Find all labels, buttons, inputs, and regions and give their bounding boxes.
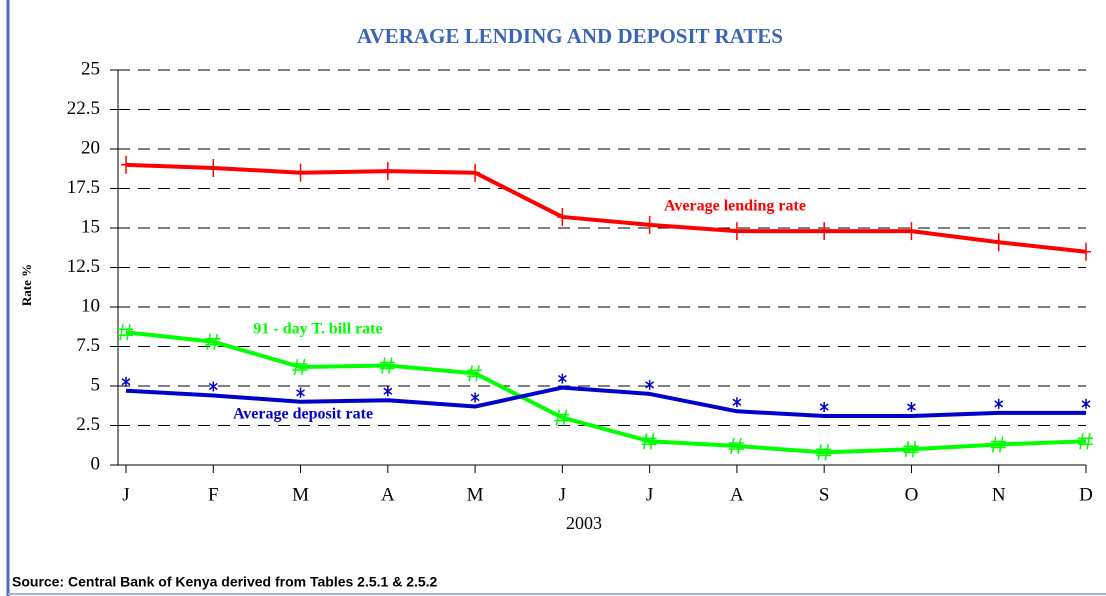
x-tick-label: M xyxy=(292,484,309,505)
point-marker xyxy=(121,376,131,387)
y-tick-label: 2.5 xyxy=(76,414,100,435)
point-marker xyxy=(645,379,655,390)
point-marker xyxy=(382,162,393,181)
x-tick-label: S xyxy=(819,484,830,505)
x-tick-label: O xyxy=(905,484,919,505)
point-marker xyxy=(379,357,395,374)
y-tick-label: 5 xyxy=(91,374,101,395)
y-tick-label: 25 xyxy=(81,58,100,79)
y-tick-label: 12.5 xyxy=(67,256,100,277)
x-tick-label: N xyxy=(992,484,1006,505)
y-tick-label: 0 xyxy=(91,453,101,474)
x-tick-label: J xyxy=(559,484,566,505)
point-marker xyxy=(644,215,655,234)
point-marker xyxy=(728,437,744,455)
y-tick-label: 17.5 xyxy=(67,177,100,198)
x-tick-label: J xyxy=(646,484,653,505)
x-tick-label: A xyxy=(730,484,744,505)
point-marker xyxy=(557,207,568,226)
point-marker xyxy=(993,233,1004,252)
point-marker xyxy=(641,433,657,450)
x-tick-label: A xyxy=(381,484,395,505)
x-tick-label: J xyxy=(122,484,129,505)
y-tick-label: 10 xyxy=(81,295,100,316)
point-marker xyxy=(819,402,829,413)
point-marker xyxy=(118,324,133,341)
point-marker xyxy=(296,387,305,398)
point-marker xyxy=(470,392,480,403)
point-marker xyxy=(732,397,742,408)
y-tick-label: 20 xyxy=(81,137,100,158)
point-marker xyxy=(1081,242,1091,261)
point-marker xyxy=(208,158,219,177)
point-marker xyxy=(208,381,218,392)
series-line xyxy=(125,385,1086,419)
point-marker xyxy=(557,373,567,384)
source-note: Source: Central Bank of Kenya derived fr… xyxy=(12,574,438,590)
x-axis-label: 2003 xyxy=(566,513,602,533)
series-line xyxy=(125,330,1087,455)
point-marker xyxy=(906,222,917,241)
point-marker xyxy=(470,163,481,182)
point-marker xyxy=(731,222,742,241)
point-marker xyxy=(383,386,393,397)
x-tick-label: D xyxy=(1079,484,1093,505)
point-marker xyxy=(994,398,1004,409)
series-line xyxy=(125,162,1087,254)
point-marker xyxy=(1081,398,1091,409)
point-marker xyxy=(819,222,830,241)
y-tick-label: 7.5 xyxy=(76,335,100,356)
point-marker xyxy=(907,402,916,413)
chart-title: AVERAGE LENDING AND DEPOSIT RATES xyxy=(357,24,783,48)
series-label: Average deposit rate xyxy=(233,406,373,423)
y-tick-label: 22.5 xyxy=(67,98,100,119)
point-marker xyxy=(205,333,221,350)
point-marker xyxy=(554,409,570,426)
series-label: Average lending rate xyxy=(664,198,806,215)
x-tick-label: F xyxy=(208,484,219,505)
point-marker xyxy=(295,163,306,182)
point-marker xyxy=(816,444,832,461)
x-tick-label: M xyxy=(467,484,484,505)
point-marker xyxy=(990,436,1006,453)
point-marker xyxy=(467,365,483,382)
point-marker xyxy=(292,358,308,376)
y-tick-label: 15 xyxy=(81,216,100,237)
point-marker xyxy=(903,441,919,458)
y-axis-label: Rate % xyxy=(19,264,34,306)
series-label: 91 - day T. bill rate xyxy=(253,321,382,338)
point-marker xyxy=(1078,433,1093,450)
point-marker xyxy=(121,155,131,174)
